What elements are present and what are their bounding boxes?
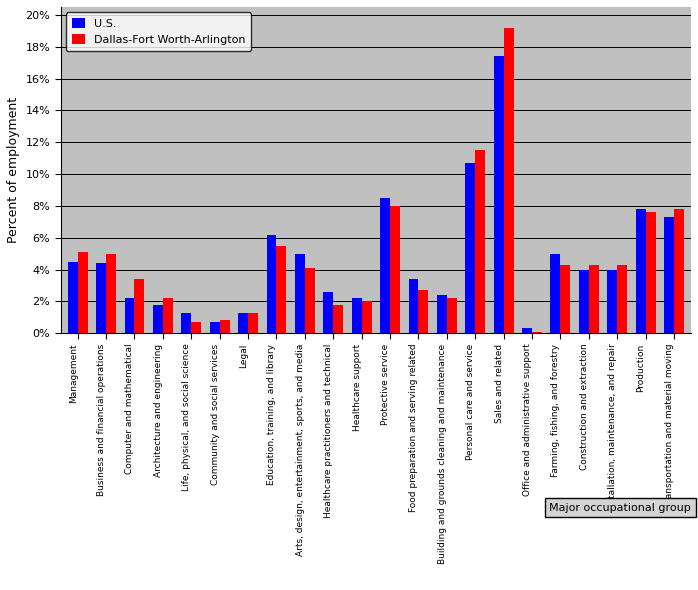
Bar [295,254,305,333]
Bar [617,265,628,333]
Bar [493,56,504,333]
Bar [380,198,390,333]
Bar [466,163,475,333]
Bar [276,245,286,333]
Bar [664,217,674,333]
Bar [323,292,333,333]
Bar [153,304,163,333]
Bar [551,254,560,333]
Bar [106,254,116,333]
Bar [352,298,362,333]
Bar [390,206,400,333]
Bar [419,290,429,333]
Bar [191,322,201,333]
Bar [362,301,371,333]
Y-axis label: Percent of employment: Percent of employment [7,97,20,243]
Bar [447,298,456,333]
Bar [181,313,191,333]
Bar [579,270,589,333]
Bar [408,279,419,333]
Bar [532,332,542,333]
Bar [636,209,646,333]
Bar [238,313,248,333]
Bar [504,28,514,333]
Bar [674,209,684,333]
Bar [646,212,655,333]
Bar [589,265,599,333]
Bar [135,279,144,333]
Text: Major occupational group: Major occupational group [549,503,691,513]
Bar [475,150,485,333]
Bar [305,268,315,333]
Bar [607,270,617,333]
Legend: U.S., Dallas-Fort Worth-Arlington: U.S., Dallas-Fort Worth-Arlington [66,12,251,51]
Bar [267,234,276,333]
Bar [220,320,230,333]
Bar [209,322,220,333]
Bar [560,265,570,333]
Bar [96,263,106,333]
Bar [437,295,447,333]
Bar [163,298,173,333]
Bar [522,329,532,333]
Bar [333,304,343,333]
Bar [77,252,88,333]
Bar [68,261,77,333]
Bar [248,313,258,333]
Bar [124,298,135,333]
